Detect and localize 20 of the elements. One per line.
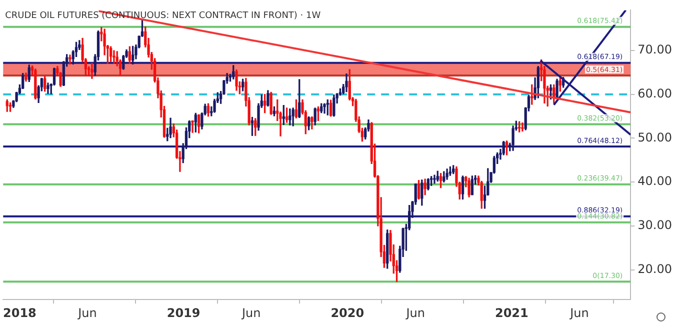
x-tick-label: Jun <box>240 306 261 320</box>
candlestick <box>112 50 116 64</box>
y-tick-label: 60.00 <box>638 86 672 101</box>
x-tick-label: 2021 <box>494 306 528 320</box>
x-tick-label: Jun <box>569 306 589 320</box>
x-tick-label: Jun <box>405 306 425 320</box>
x-tick-label: 2018 <box>2 306 36 320</box>
y-tick-label: 40.00 <box>638 174 672 188</box>
y-tick-label: 20.00 <box>638 262 672 276</box>
candlestick <box>68 54 72 64</box>
candlestick <box>191 120 194 133</box>
y-tick-label: 70.00 <box>638 42 672 57</box>
x-tick-label: 2020 <box>330 306 364 320</box>
x-tick-label: 2019 <box>166 306 200 320</box>
candlestick <box>90 62 94 79</box>
candlestick <box>521 122 524 132</box>
candlestick <box>433 174 436 184</box>
x-tick-label: Jun <box>77 306 97 320</box>
y-tick-label: 30.00 <box>638 218 672 232</box>
y-tick-label: 50.00 <box>638 130 672 144</box>
